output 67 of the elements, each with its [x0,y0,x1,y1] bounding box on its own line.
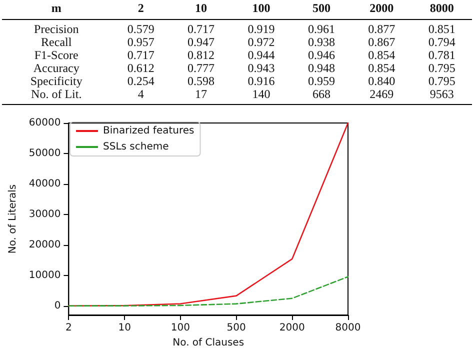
data-label: 9563 [412,87,472,104]
text: F1-Score [33,48,80,62]
y-tick-label: 60000 [28,118,61,128]
y-tick-label: 40000 [28,178,61,190]
category-label: 2 [110,0,171,20]
line-series [68,276,349,306]
x-tick-label: 8000 [335,322,361,334]
text: Accuracy [32,61,80,75]
data-label: 0.851 [427,21,456,36]
data-label: 0.254 [126,74,156,88]
category-label: 10 [170,0,232,20]
data-label: 0.781 [427,48,456,62]
data-label: 4 [110,87,171,104]
data-label: 0.795 [427,61,456,75]
x-tick-label: 500 [226,322,246,334]
category-label: 500 [291,0,352,20]
data-label: 0.812 [186,48,216,62]
text: Recall [40,35,73,49]
data-label: 0.840 [367,74,396,88]
y-tick-label: 10000 [28,270,61,281]
text: m [2,0,111,20]
data-label: 0.916 [246,74,276,88]
data-label: 0.854 [367,48,396,62]
data-label: 0.717 [186,21,216,36]
x-tick-label: 2 [66,322,72,334]
data-label: 0.938 [306,35,336,49]
data-label: 0.867 [367,35,396,49]
y-tick-label: 30000 [28,208,61,220]
y-axis-title: No. of Literals [8,184,18,254]
x-axis-title: No. of Clauses [172,337,244,348]
category-label: 8000 [412,0,472,20]
data-label: 0.959 [306,74,336,88]
data-label: 0.957 [126,35,156,49]
category-label: 100 [231,0,292,20]
x-tick-label: 100 [170,322,190,334]
data-label: 0.612 [126,61,156,75]
text: Specificity [29,74,84,88]
data-label: 0.946 [306,48,336,62]
data-label: 2469 [352,87,412,104]
data-label: 0.948 [306,61,336,75]
y-tick-label: 50000 [28,148,61,159]
data-label: 0.717 [126,48,156,62]
data-label: 0.794 [427,35,456,49]
legend-label: SSLs scheme [103,142,169,152]
category-label: 2000 [352,0,412,20]
data-label: 0.961 [306,21,336,36]
data-label: 0.944 [246,48,276,62]
data-label: 0.972 [246,35,276,49]
data-label: 0.943 [246,61,276,75]
legend-label: Binarized features [103,126,194,136]
x-tick-label: 10 [118,322,131,334]
data-label: 17 [170,87,232,104]
data-label: 0.947 [186,35,216,49]
text: No. of Lit. [2,87,111,104]
y-tick-label: 0 [54,300,61,312]
data-label: 0.598 [186,74,216,88]
y-tick-label: 20000 [28,239,61,250]
data-label: 0.919 [246,21,276,36]
data-label: 0.877 [367,21,396,36]
data-label: 0.777 [186,61,216,75]
data-label: 0.579 [126,21,156,36]
data-label: 140 [231,87,292,104]
x-tick-label: 2000 [279,322,305,334]
text: Precision [33,21,80,36]
data-label: 0.854 [367,61,396,75]
data-label: 668 [291,87,352,104]
data-label: 0.795 [427,74,456,88]
